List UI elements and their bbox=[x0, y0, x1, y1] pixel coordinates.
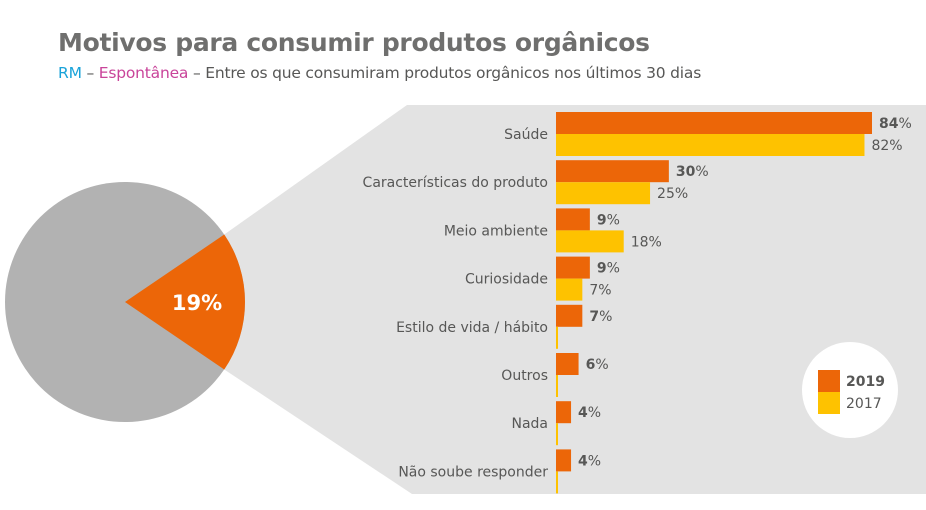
value-label-2019: 7% bbox=[589, 309, 612, 325]
legend-label-2019: 2019 bbox=[846, 374, 885, 390]
bar-2019 bbox=[556, 304, 583, 327]
chart-title: Motivos para consumir produtos orgânicos bbox=[58, 28, 650, 57]
bar-group: Nada 4% bbox=[511, 401, 601, 446]
bar-2019 bbox=[556, 112, 872, 134]
value-label-2019: 30% bbox=[676, 164, 709, 180]
pie-slice-highlighted bbox=[125, 234, 246, 370]
value-label-2017: 25% bbox=[657, 186, 688, 202]
subtitle-separator: – bbox=[81, 64, 99, 82]
value-label-2019: 9% bbox=[597, 212, 620, 228]
bar-group: Outros 6% bbox=[501, 353, 609, 397]
bar-group: Curiosidade 9% 7% bbox=[465, 256, 620, 301]
legend-swatch-2019 bbox=[818, 370, 840, 392]
subtitle-separator: – bbox=[188, 64, 206, 82]
legend-background bbox=[802, 342, 898, 438]
bar-2017 bbox=[556, 278, 583, 301]
bar-2019 bbox=[556, 401, 572, 424]
bar-group: Saúde 84% 82% bbox=[504, 112, 912, 156]
category-label: Nada bbox=[511, 416, 548, 432]
value-label-2017: 7% bbox=[589, 283, 611, 299]
value-label-2019: 4% bbox=[578, 405, 601, 421]
value-label-2017: 18% bbox=[631, 234, 662, 250]
chart-subtitle: RM – Espontânea – Entre os que consumira… bbox=[58, 64, 701, 82]
bar-group: Não soube responder 4% bbox=[398, 449, 601, 494]
bar-chart: Saúde 84% 82% Características do produto 30%… bbox=[363, 112, 912, 494]
category-label: Outros bbox=[501, 368, 548, 384]
category-label: Não soube responder bbox=[398, 464, 548, 480]
bar-2017 bbox=[556, 375, 558, 397]
pie-chart: 19% bbox=[5, 182, 246, 422]
category-label: Saúde bbox=[504, 127, 548, 143]
value-label-2019: 4% bbox=[578, 453, 601, 469]
value-label-2019: 84% bbox=[879, 116, 912, 132]
bar-2019 bbox=[556, 256, 590, 279]
bar-2017 bbox=[556, 326, 558, 349]
value-label-2019: 9% bbox=[597, 261, 620, 277]
bar-2019 bbox=[556, 160, 669, 183]
legend-swatch-2017 bbox=[818, 392, 840, 414]
subtitle-region: RM bbox=[58, 64, 82, 82]
category-label: Estilo de vida / hábito bbox=[396, 320, 548, 336]
bar-2017 bbox=[556, 471, 558, 494]
legend: 2019 2017 bbox=[802, 342, 898, 438]
bar-group: Meio ambiente 9% 18% bbox=[444, 208, 662, 253]
bar-2017 bbox=[556, 423, 558, 446]
legend-label-2017: 2017 bbox=[846, 396, 882, 412]
value-label-2017: 82% bbox=[871, 138, 902, 154]
bar-2017 bbox=[556, 182, 651, 205]
bar-group: Características do produto 30% 25% bbox=[363, 160, 709, 205]
bar-group: Estilo de vida / hábito 7% bbox=[396, 304, 612, 349]
bar-2019 bbox=[556, 208, 590, 231]
bar-2017 bbox=[556, 134, 865, 156]
pie-slice-label: 19% bbox=[172, 291, 222, 315]
category-label: Características do produto bbox=[363, 175, 548, 191]
subtitle-type: Espontânea bbox=[98, 64, 189, 82]
category-label: Meio ambiente bbox=[444, 223, 548, 239]
bar-2017 bbox=[556, 230, 624, 253]
value-label-2019: 6% bbox=[586, 357, 609, 373]
bar-2019 bbox=[556, 353, 579, 375]
bar-2019 bbox=[556, 449, 572, 472]
category-label: Curiosidade bbox=[465, 272, 548, 288]
subtitle-description: Entre os que consumiram produtos orgânic… bbox=[205, 64, 702, 82]
